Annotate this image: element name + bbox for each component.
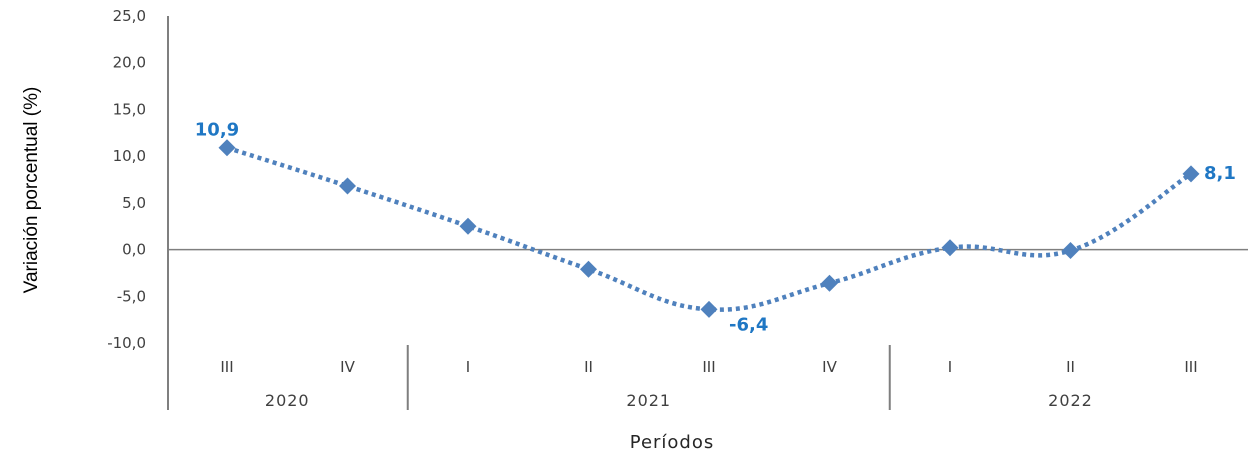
data-point-marker bbox=[700, 300, 718, 318]
y-tick-label: 5,0 bbox=[122, 194, 146, 212]
data-point-marker bbox=[218, 139, 236, 157]
y-tick-label: 20,0 bbox=[113, 54, 146, 72]
series-group bbox=[218, 139, 1200, 318]
x-category-label: II bbox=[1066, 358, 1075, 376]
data-label: -6,4 bbox=[729, 314, 768, 335]
y-tick-label: 0,0 bbox=[122, 241, 146, 259]
x-category-label: III bbox=[220, 358, 233, 376]
data-point-marker bbox=[1062, 242, 1079, 260]
data-point-marker bbox=[459, 217, 477, 235]
x-group-label: 2022 bbox=[1048, 391, 1093, 410]
x-category-label: III bbox=[702, 358, 715, 376]
data-point-marker bbox=[941, 239, 959, 257]
y-axis-label: Variación porcentual (%) bbox=[21, 87, 42, 294]
data-point-marker bbox=[1182, 165, 1200, 183]
y-tick-label: 10,0 bbox=[113, 147, 146, 165]
x-category-label: IV bbox=[822, 358, 837, 376]
data-label: 10,9 bbox=[195, 120, 239, 141]
y-tick-label: -5,0 bbox=[117, 287, 146, 305]
x-category-label: III bbox=[1184, 358, 1197, 376]
data-labels: 10,9 -6,4 8,1 bbox=[195, 120, 1236, 336]
x-category-label: II bbox=[584, 358, 593, 376]
data-point-marker bbox=[580, 260, 597, 278]
x-group-label: 2021 bbox=[626, 391, 671, 410]
x-axis-label: Períodos bbox=[630, 432, 715, 453]
data-point-marker bbox=[339, 177, 356, 195]
y-tick-label: 25,0 bbox=[113, 7, 146, 25]
y-tick-label: -10,0 bbox=[107, 334, 146, 352]
series-line bbox=[226, 145, 1193, 312]
x-category-label: I bbox=[466, 358, 470, 376]
data-point-marker bbox=[821, 274, 838, 292]
data-label: 8,1 bbox=[1204, 163, 1236, 184]
x-group-label: 2020 bbox=[265, 391, 310, 410]
x-category-label: IV bbox=[340, 358, 355, 376]
x-category-label: I bbox=[948, 358, 952, 376]
y-tick-label: 15,0 bbox=[113, 100, 146, 118]
